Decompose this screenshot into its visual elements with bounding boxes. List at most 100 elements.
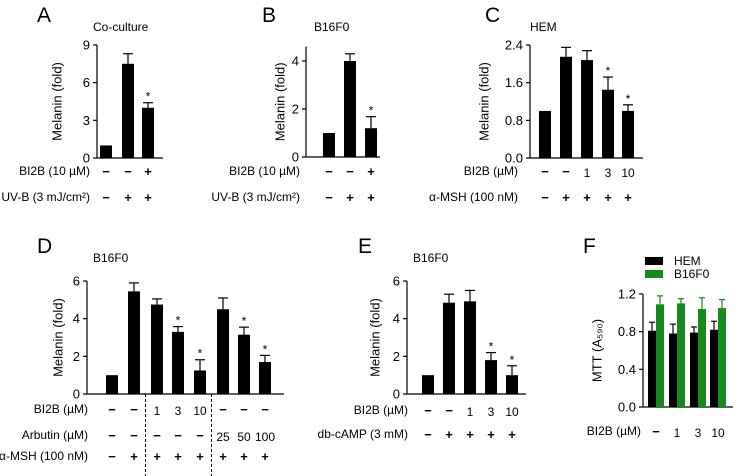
condition-cell: − (562, 164, 570, 179)
y-tick-label: 1.2 (618, 286, 636, 301)
significance-star: * (176, 314, 181, 328)
significance-star: * (369, 104, 374, 118)
y-axis-label: MTT (A₅₉₀) (589, 319, 604, 382)
significance-star: * (198, 347, 203, 361)
bar (581, 60, 593, 158)
condition-label: BI2B (µM) (354, 403, 408, 417)
bar (422, 375, 434, 394)
condition-cell: + (445, 427, 453, 442)
bar (259, 361, 271, 394)
condition-cell: 1 (674, 426, 681, 440)
y-tick-label: 2 (393, 349, 400, 364)
panel-letter: A (37, 4, 51, 27)
y-tick-label: 6 (393, 274, 400, 289)
y-axis-label: Melanin (fold) (476, 62, 491, 141)
condition-cell: − (219, 402, 227, 417)
condition-cell: + (466, 427, 474, 442)
y-tick-label: 2.4 (505, 38, 523, 53)
legend-swatch (645, 270, 663, 278)
condition-cell: − (124, 164, 132, 179)
condition-cell: − (108, 449, 116, 464)
y-axis-label: Melanin (fold) (49, 62, 64, 141)
bar (485, 360, 497, 394)
bar (677, 303, 685, 407)
condition-cell: − (652, 424, 660, 439)
y-tick-label: 4 (292, 54, 299, 69)
condition-cell: + (604, 190, 612, 205)
condition-cell: + (562, 190, 570, 205)
y-axis-label: Melanin (fold) (272, 62, 287, 141)
condition-cell: + (219, 449, 227, 464)
panel-title: B16F0 (93, 251, 129, 265)
y-tick-label: 2 (73, 349, 80, 364)
condition-cell: + (367, 164, 375, 179)
y-tick-label: 0 (73, 387, 80, 402)
y-tick-label: 6 (83, 75, 90, 90)
bar (238, 334, 250, 394)
y-tick-label: 0.4 (618, 362, 636, 377)
y-tick-label: 0.8 (618, 324, 636, 339)
panel-letter: C (485, 4, 500, 27)
condition-cell: − (196, 428, 204, 443)
condition-cell: + (261, 449, 269, 464)
y-tick-label: 3 (83, 113, 90, 128)
bar (622, 110, 634, 158)
legend-swatch (645, 257, 663, 265)
bar (539, 110, 551, 158)
significance-star: * (146, 90, 151, 104)
condition-cell: − (174, 428, 182, 443)
condition-label: UV-B (3 mJ/cm²) (1, 190, 90, 204)
condition-cell: + (130, 449, 138, 464)
condition-cell: − (153, 428, 161, 443)
condition-cell: 10 (711, 426, 725, 440)
bar (506, 375, 518, 394)
y-axis-label: Melanin (fold) (50, 298, 65, 377)
condition-cell: + (346, 190, 354, 205)
panel-title: Co-culture (93, 20, 149, 34)
bar (690, 332, 698, 407)
y-tick-label: 0.8 (505, 113, 523, 128)
condition-label: α-MSH (100 nM) (429, 190, 518, 204)
y-tick-label: 0 (292, 150, 299, 165)
y-tick-label: 0 (393, 387, 400, 402)
bar (151, 304, 163, 394)
condition-cell: + (508, 427, 516, 442)
condition-cell: − (445, 403, 453, 418)
bar (106, 375, 118, 394)
bar (560, 56, 572, 158)
bar (669, 333, 677, 407)
bar (464, 301, 476, 394)
condition-label: Arbutin (µM) (22, 428, 88, 442)
condition-cell: − (541, 190, 549, 205)
condition-cell: + (240, 449, 248, 464)
condition-label: BI2B (10 µM) (229, 164, 300, 178)
condition-label: db-cAMP (3 mM) (318, 427, 408, 441)
y-axis-label: Melanin (fold) (367, 298, 382, 377)
condition-cell: − (424, 403, 432, 418)
panel-letter: B (262, 4, 276, 27)
condition-cell: − (102, 190, 110, 205)
condition-label: α-MSH (100 nM) (0, 449, 88, 463)
condition-cell: + (124, 190, 132, 205)
bar (122, 63, 134, 158)
bar (217, 309, 229, 394)
panel-title: B16F0 (314, 20, 350, 34)
bar (698, 309, 706, 407)
condition-cell: + (624, 190, 632, 205)
condition-cell: − (424, 427, 432, 442)
condition-cell: + (583, 190, 591, 205)
condition-cell: 3 (605, 166, 612, 180)
y-tick-label: 4 (73, 311, 80, 326)
y-tick-label: 0.0 (505, 151, 523, 166)
condition-cell: 10 (193, 404, 207, 418)
bar (710, 329, 718, 407)
bar (443, 302, 455, 394)
bar (100, 145, 112, 158)
bar (344, 61, 356, 157)
legend-label: HEM (674, 254, 701, 268)
significance-star: * (606, 64, 611, 78)
condition-cell: + (144, 190, 152, 205)
